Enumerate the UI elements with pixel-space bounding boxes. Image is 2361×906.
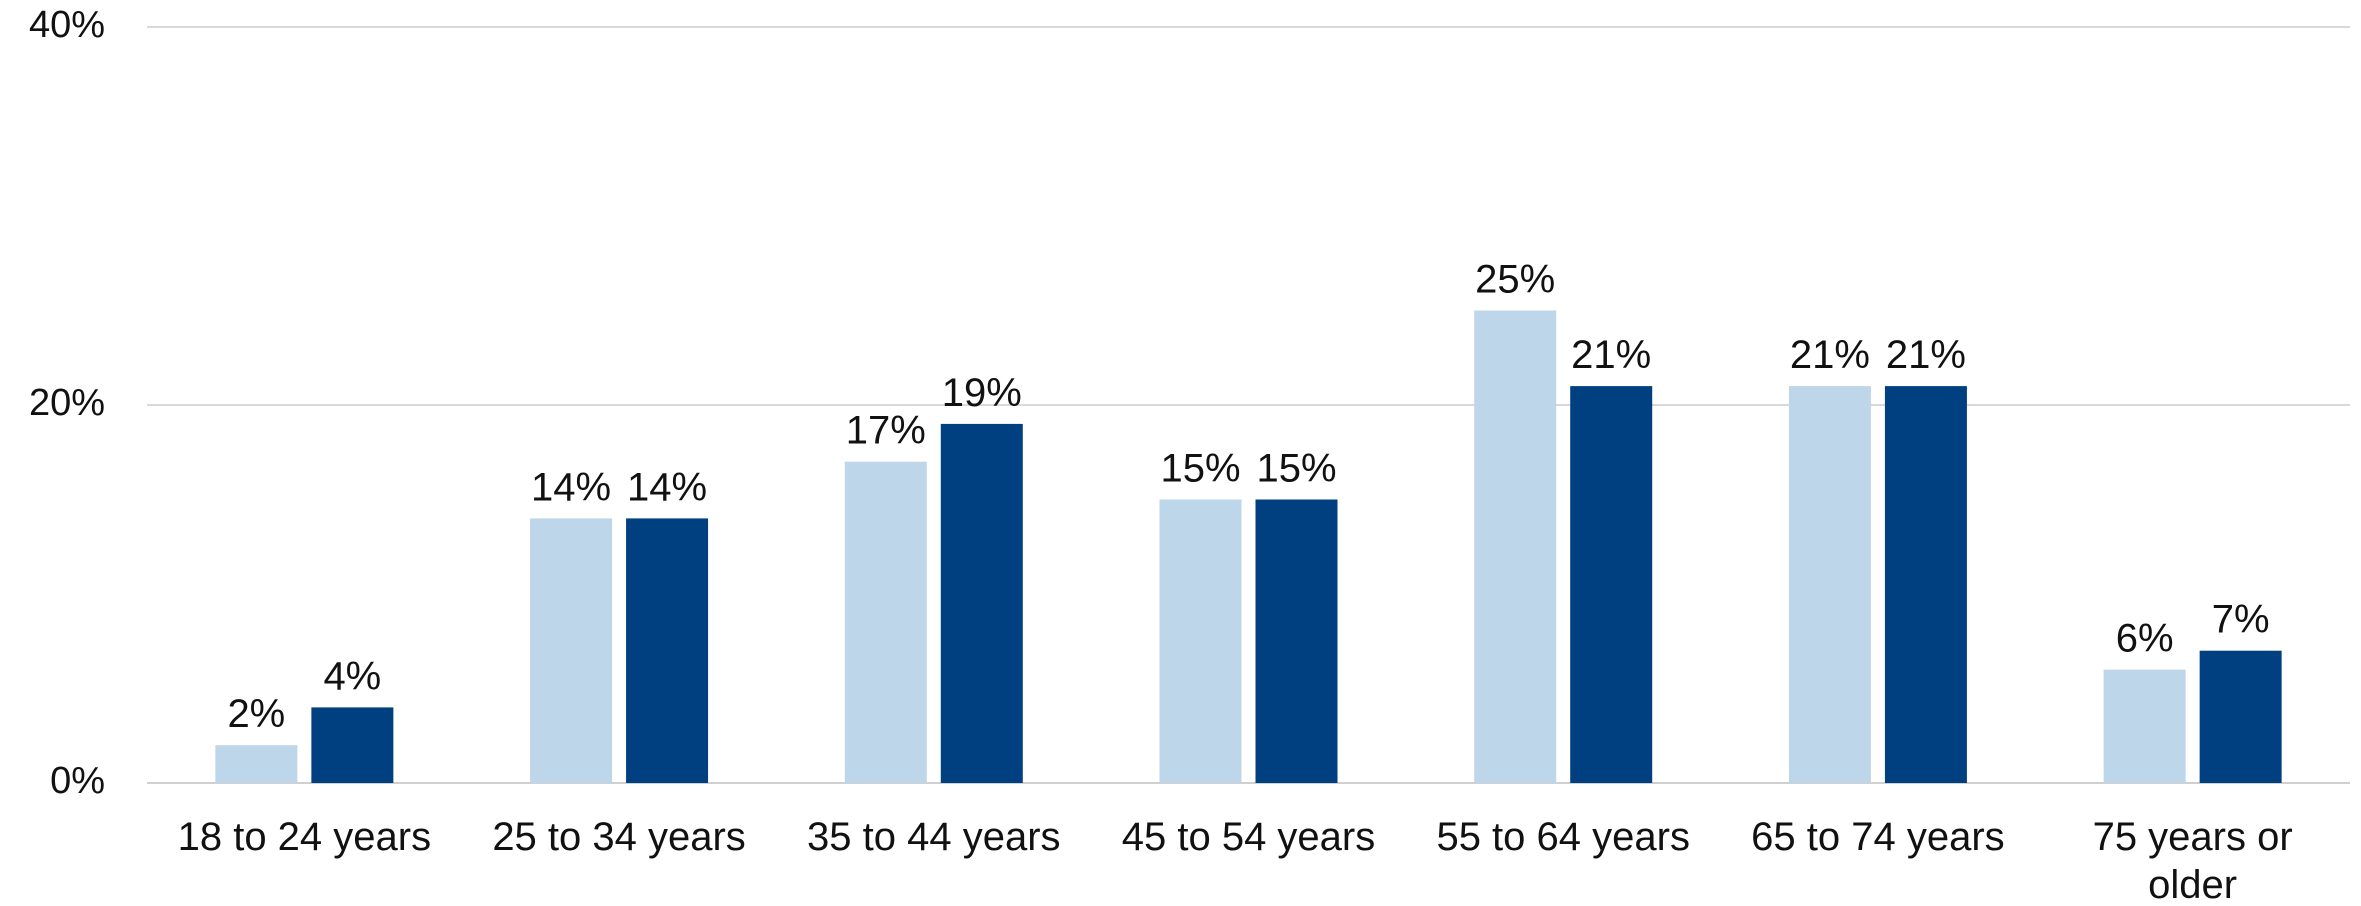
data-label: 15%: [1256, 447, 1336, 491]
data-label: 7%: [2212, 598, 2270, 642]
data-label: 21%: [1571, 333, 1651, 377]
bar-series-2-1: [311, 707, 394, 783]
x-category-label: 45 to 54 years: [1122, 815, 1376, 859]
data-label: 2%: [227, 692, 285, 736]
gridlines: [147, 26, 2350, 784]
bar-series-1-3: [844, 461, 927, 783]
data-label: 14%: [531, 465, 611, 509]
data-label: 14%: [627, 465, 707, 509]
bar-series-2-3: [940, 423, 1023, 783]
data-label: 4%: [323, 654, 381, 698]
bar-series-2-2: [626, 518, 709, 783]
data-label: 6%: [2116, 617, 2174, 661]
x-category-label: 65 to 74 years: [1751, 815, 2005, 859]
data-label: 19%: [942, 371, 1022, 415]
bar-series-1-4: [1159, 499, 1242, 783]
bar-series-1-1: [215, 745, 298, 783]
bar-series-2-4: [1255, 499, 1338, 783]
x-category-label: 55 to 64 years: [1436, 815, 1690, 859]
x-category-label: 18 to 24 years: [178, 815, 432, 859]
bar-series-2-6: [1884, 386, 1967, 783]
y-tick-label: 20%: [29, 382, 105, 424]
y-axis-tick-labels: 0% 20% 40%: [29, 4, 105, 802]
x-category-label: 75 years or: [2093, 815, 2293, 859]
bar-series-1-2: [530, 518, 613, 783]
x-axis-category-labels: 18 to 24 years 25 to 34 years 35 to 44 yea…: [178, 815, 2293, 906]
x-category-label: older: [2148, 863, 2237, 906]
x-category-label: 25 to 34 years: [492, 815, 746, 859]
data-label: 21%: [1790, 333, 1870, 377]
y-tick-label: 0%: [50, 760, 105, 802]
bar-series-1-7: [2103, 669, 2186, 783]
data-label: 17%: [846, 409, 926, 453]
bar-series-2-7: [2199, 650, 2282, 783]
data-label: 25%: [1475, 258, 1555, 302]
y-tick-label: 40%: [29, 4, 105, 46]
data-label: 21%: [1886, 333, 1966, 377]
x-category-label: 35 to 44 years: [807, 815, 1061, 859]
bar-series-1-5: [1474, 310, 1557, 783]
bars: [215, 310, 2282, 783]
bar-series-1-6: [1788, 386, 1871, 783]
data-label: 15%: [1160, 447, 1240, 491]
data-labels: 2% 4% 14% 14% 17% 19% 15% 15% 25% 21% 21% 21% 6% 7%: [227, 258, 2269, 737]
bar-series-2-5: [1570, 386, 1653, 783]
